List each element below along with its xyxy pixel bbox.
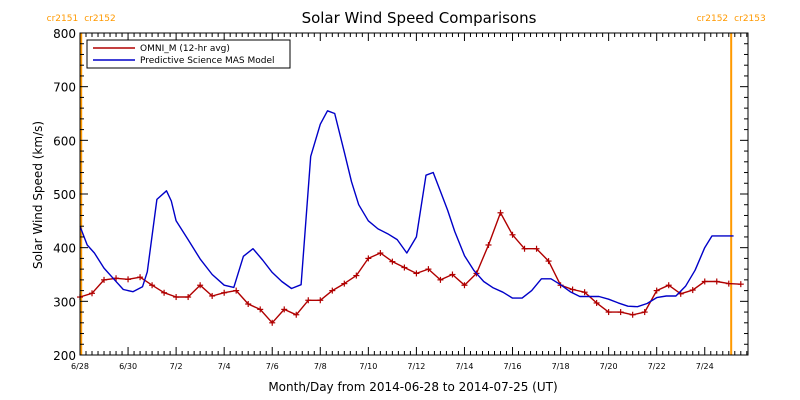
y-tick-label: 300 — [53, 295, 76, 309]
data-point-omni — [569, 286, 576, 293]
data-point-omni — [341, 280, 348, 287]
data-point-omni — [689, 287, 696, 294]
x-tick-label: 7/6 — [266, 362, 279, 371]
x-tick-label: 7/20 — [600, 362, 618, 371]
data-point-omni — [125, 276, 132, 283]
rotation-label-before: cr2152 — [697, 14, 729, 24]
x-tick-label: 7/22 — [648, 362, 666, 371]
data-point-omni — [509, 231, 516, 238]
data-point-omni — [149, 282, 156, 289]
data-point-omni — [665, 282, 672, 289]
data-point-omni — [461, 282, 468, 289]
y-tick-label: 500 — [53, 188, 76, 202]
data-point-omni — [293, 311, 300, 318]
data-point-omni — [605, 309, 612, 316]
data-point-omni — [89, 290, 96, 297]
series-line-model — [79, 110, 734, 308]
data-point-omni — [185, 294, 192, 301]
data-point-omni — [713, 278, 720, 285]
rotation-label-after: cr2152 — [84, 14, 116, 24]
data-point-omni — [329, 287, 336, 294]
data-point-omni — [725, 280, 732, 287]
series-layer — [77, 110, 744, 326]
x-tick-label: 7/16 — [504, 362, 522, 371]
data-point-omni — [413, 270, 420, 277]
data-point-omni — [737, 281, 744, 288]
x-tick-label: 7/18 — [552, 362, 570, 371]
series-line-omni — [79, 212, 741, 324]
rotation-label-before: cr2151 — [47, 14, 79, 24]
data-point-omni — [317, 297, 324, 304]
rotation-label-after: cr2153 — [734, 14, 766, 24]
y-axis-label: Solar Wind Speed (km/s) — [31, 121, 45, 269]
data-point-omni — [629, 311, 636, 318]
legend-label-model: Predictive Science MAS Model — [140, 56, 275, 66]
chart-title: Solar Wind Speed Comparisons — [302, 9, 537, 27]
data-point-omni — [485, 241, 492, 248]
data-point-omni — [425, 266, 432, 273]
data-point-omni — [401, 264, 408, 271]
data-point-omni — [197, 282, 204, 289]
data-point-omni — [365, 255, 372, 262]
x-tick-label: 7/14 — [455, 362, 473, 371]
data-point-omni — [389, 258, 396, 265]
x-tick-label: 6/30 — [119, 362, 137, 371]
data-point-omni — [257, 306, 264, 313]
data-point-omni — [221, 289, 228, 296]
x-axis-label: Month/Day from 2014-06-28 to 2014-07-25 … — [268, 380, 557, 394]
y-tick-label: 600 — [53, 134, 76, 148]
y-tick-label: 200 — [53, 349, 76, 363]
data-point-omni — [545, 258, 552, 265]
y-tick-label: 700 — [53, 81, 76, 95]
data-point-omni — [617, 309, 624, 316]
y-tick-label: 400 — [53, 242, 76, 256]
data-point-omni — [209, 292, 216, 299]
data-point-omni — [173, 294, 180, 301]
data-point-omni — [101, 276, 108, 283]
data-point-omni — [269, 319, 276, 326]
data-point-omni — [497, 209, 504, 216]
x-tick-label: 7/8 — [314, 362, 327, 371]
data-point-omni — [653, 287, 660, 294]
data-point-omni — [233, 287, 240, 294]
y-tick-label: 800 — [53, 27, 76, 41]
legend-box — [86, 39, 291, 69]
data-point-omni — [449, 271, 456, 278]
data-point-omni — [281, 306, 288, 313]
legend-label-omni: OMNI_M (12-hr avg) — [140, 44, 230, 54]
data-point-omni — [581, 289, 588, 296]
axes: 200 300 400 500 600 700 800 6/28 6/30 7/2 7/4 7/6 7/… — [53, 27, 748, 371]
x-tick-label: 7/4 — [218, 362, 231, 371]
data-point-omni — [521, 245, 528, 252]
x-tick-label: 7/12 — [407, 362, 425, 371]
x-tick-label: 7/2 — [170, 362, 183, 371]
data-point-omni — [533, 245, 540, 252]
x-tick-label: 7/10 — [359, 362, 377, 371]
data-point-omni — [353, 272, 360, 279]
data-point-omni — [137, 274, 144, 281]
data-point-omni — [641, 309, 648, 316]
x-tick-label: 6/28 — [71, 362, 89, 371]
data-point-omni — [245, 301, 252, 308]
legend: OMNI_M (12-hr avg) Predictive Science MA… — [86, 39, 291, 69]
x-tick-label: 7/24 — [696, 362, 714, 371]
data-point-omni — [305, 297, 312, 304]
data-point-omni — [161, 289, 168, 296]
data-point-omni — [377, 250, 384, 257]
data-point-omni — [593, 299, 600, 306]
data-point-omni — [437, 276, 444, 283]
data-point-omni — [701, 278, 708, 285]
